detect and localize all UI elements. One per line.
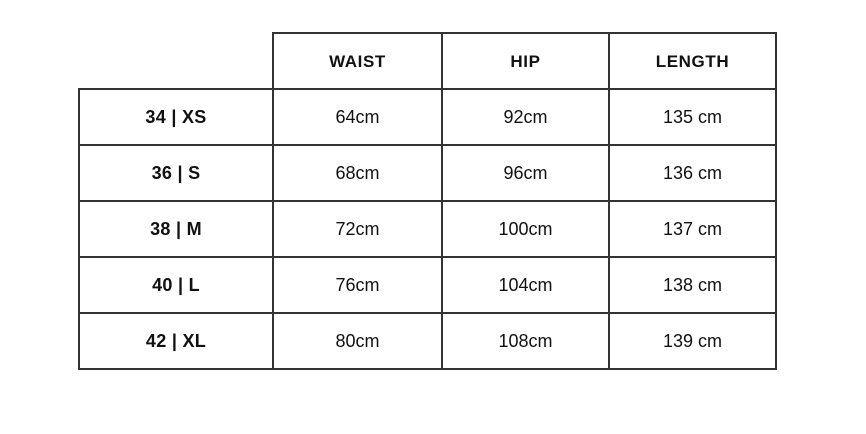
hip-value-cell: 108cm [441,312,610,370]
table-row-xs: 34 | XS 64cm 92cm 135 cm [78,88,777,146]
table-row-m: 38 | M 72cm 100cm 137 cm [78,200,777,258]
hip-value-cell: 92cm [441,88,610,146]
header-row: WAIST HIP LENGTH [79,32,777,90]
table-row-l: 40 | L 76cm 104cm 138 cm [78,256,777,314]
waist-value-cell: 76cm [272,256,443,314]
waist-value-cell: 72cm [272,200,443,258]
size-chart-table: WAIST HIP LENGTH 34 | XS 64cm 92cm 135 c… [78,32,777,370]
header-cell-waist: WAIST [272,32,443,90]
header-cell-hip: HIP [441,32,610,90]
length-value-cell: 139 cm [608,312,777,370]
size-label-cell: 38 | M [78,200,274,258]
waist-value-cell: 80cm [272,312,443,370]
table-row-s: 36 | S 68cm 96cm 136 cm [78,144,777,202]
header-cell-length: LENGTH [608,32,777,90]
hip-value-cell: 100cm [441,200,610,258]
hip-value-cell: 96cm [441,144,610,202]
length-value-cell: 136 cm [608,144,777,202]
waist-value-cell: 68cm [272,144,443,202]
waist-value-cell: 64cm [272,88,443,146]
length-value-cell: 137 cm [608,200,777,258]
size-label-cell: 40 | L [78,256,274,314]
table-row-xl: 42 | XL 80cm 108cm 139 cm [78,312,777,370]
length-value-cell: 138 cm [608,256,777,314]
hip-value-cell: 104cm [441,256,610,314]
size-label-cell: 42 | XL [78,312,274,370]
length-value-cell: 135 cm [608,88,777,146]
size-label-cell: 34 | XS [78,88,274,146]
size-label-cell: 36 | S [78,144,274,202]
corner-spacer-cell [79,33,273,89]
